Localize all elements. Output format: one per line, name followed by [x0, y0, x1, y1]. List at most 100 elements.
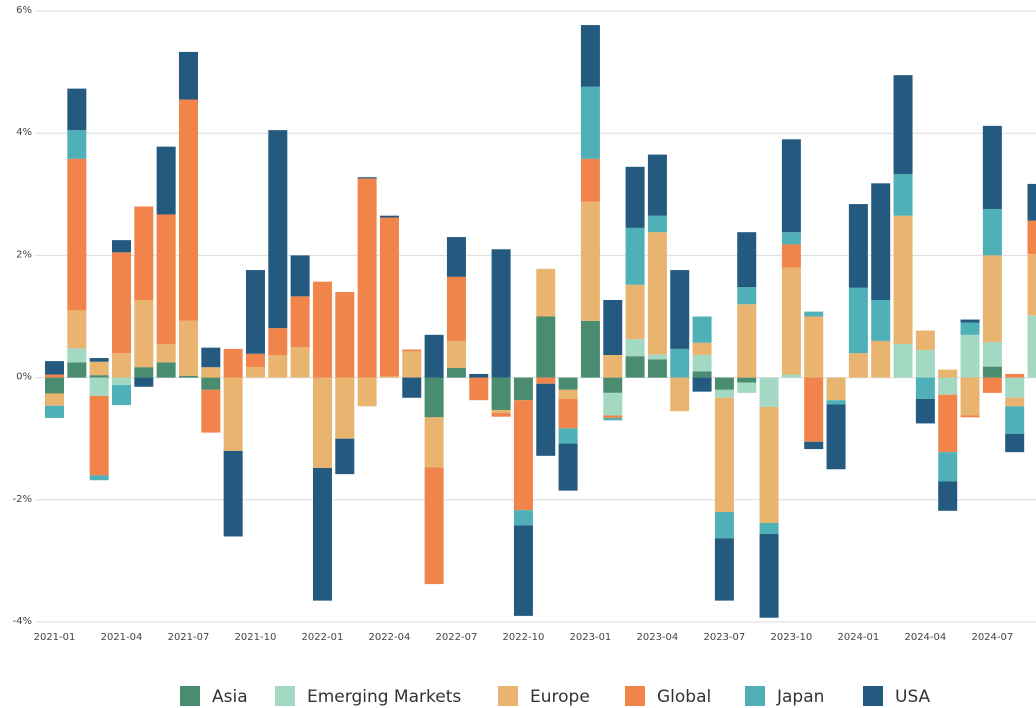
bar-segment	[915, 330, 935, 351]
bar-segment	[893, 343, 913, 378]
legend-swatch	[275, 686, 295, 706]
bar-segment	[491, 409, 511, 414]
bar-segment	[1005, 406, 1025, 434]
bar-segment	[134, 367, 154, 378]
bar-segment	[536, 383, 556, 456]
bar-segment	[714, 512, 734, 539]
x-tick-label: 2023-07	[704, 632, 746, 643]
x-tick-label: 2021-10	[235, 632, 277, 643]
bar-segment	[1027, 220, 1036, 255]
bar-segment	[960, 415, 980, 418]
bar-segment	[781, 267, 801, 375]
bar-segment	[982, 342, 1002, 367]
bar-segment	[513, 377, 533, 401]
bar-segment	[312, 377, 332, 469]
y-tick-label: -2%	[13, 494, 32, 505]
bar-segment	[178, 99, 198, 321]
legend-label: USA	[895, 687, 931, 707]
bar-segment	[379, 215, 399, 218]
bar-segment	[982, 377, 1002, 393]
bar-segment	[781, 232, 801, 245]
bar-segment	[223, 348, 243, 378]
bar-segment	[134, 206, 154, 301]
bar-segment	[491, 377, 511, 410]
bar-segment	[312, 468, 332, 601]
bar-segment	[960, 322, 980, 335]
bar-segment	[89, 475, 109, 481]
bar-segment	[201, 347, 221, 368]
bar-segment	[580, 201, 600, 321]
bar-segment	[67, 88, 87, 131]
bar-segment	[402, 351, 422, 378]
bar-segment	[960, 319, 980, 323]
bar-segment	[178, 320, 198, 376]
bar-segment	[558, 428, 578, 444]
bar-segment	[357, 177, 377, 179]
bar-segment	[111, 240, 131, 253]
bar-segment	[848, 353, 868, 378]
x-tick-label: 2022-07	[436, 632, 478, 643]
y-tick-label: -4%	[13, 616, 32, 627]
x-tick-label: 2021-04	[101, 632, 143, 643]
bar-segment	[938, 481, 958, 511]
bar-segment	[178, 375, 198, 378]
bar-segment	[245, 367, 265, 378]
bar-segment	[67, 348, 87, 363]
bar-segment	[446, 367, 466, 378]
bar-segment	[625, 284, 645, 340]
bar-segment	[67, 130, 87, 159]
legend-swatch	[625, 686, 645, 706]
bar-segment	[625, 356, 645, 378]
bar-segment	[201, 377, 221, 390]
bar-segment	[781, 244, 801, 268]
x-tick-label: 2022-01	[302, 632, 344, 643]
bar-segment	[670, 270, 690, 349]
x-tick-label: 2021-07	[168, 632, 210, 643]
bar-segment	[45, 393, 64, 406]
bar-segment	[245, 270, 265, 354]
bar-segment	[759, 406, 779, 524]
bar-segment	[1027, 315, 1036, 378]
bar-segment	[290, 347, 310, 378]
bar-segment	[335, 292, 355, 378]
x-tick-label: 2024-07	[971, 632, 1013, 643]
bar-segment	[245, 353, 265, 368]
bar-segment	[871, 340, 891, 378]
bar-segment	[513, 400, 533, 511]
y-tick-label: 4%	[16, 127, 32, 138]
bar-segment	[714, 538, 734, 601]
bar-segment	[1005, 373, 1025, 378]
bar-segment	[893, 215, 913, 344]
bar-segment	[982, 366, 1002, 378]
bar-segment	[960, 334, 980, 378]
bar-segment	[357, 377, 377, 407]
bar-segment	[804, 441, 824, 450]
bar-segment	[178, 51, 198, 100]
bar-segment	[223, 377, 243, 451]
y-tick-label: 2%	[16, 249, 32, 260]
bar-segment	[45, 405, 64, 418]
bar-segment	[737, 382, 757, 393]
bar-segment	[335, 377, 355, 439]
bar-segment	[268, 130, 288, 329]
bar-segment	[982, 255, 1002, 343]
bar-segment	[156, 146, 176, 215]
bar-segment	[45, 361, 64, 375]
bar-segment	[580, 320, 600, 378]
bar-segment	[938, 369, 958, 378]
bar-segment	[1027, 183, 1036, 221]
bar-segment	[402, 349, 422, 352]
bar-segment	[379, 217, 399, 377]
bar-segment	[603, 377, 623, 393]
bar-segment	[737, 304, 757, 378]
bar-segment	[938, 452, 958, 482]
x-tick-label: 2022-10	[503, 632, 545, 643]
bar-segment	[938, 394, 958, 453]
bar-segment	[759, 523, 779, 535]
x-tick-label: 2022-04	[369, 632, 411, 643]
bar-segment	[111, 353, 131, 378]
bar-segment	[982, 208, 1002, 256]
legend-swatch	[745, 686, 765, 706]
bar-segment	[759, 534, 779, 618]
bar-segment	[45, 377, 64, 394]
